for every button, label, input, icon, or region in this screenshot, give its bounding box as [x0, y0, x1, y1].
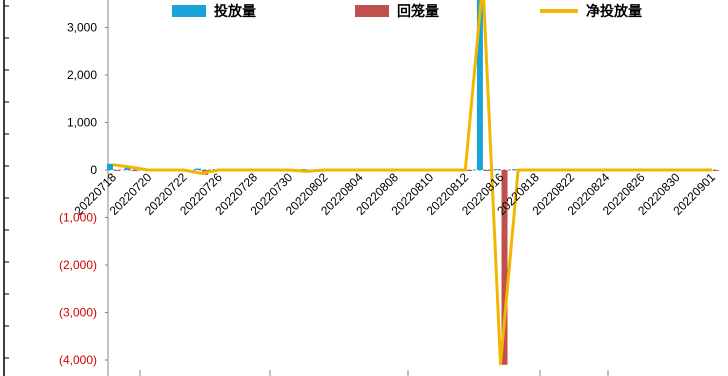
line-net — [112, 0, 712, 366]
bar-outflow — [501, 170, 508, 365]
y-tick-label: 3,000 — [67, 21, 97, 35]
y-tick-label: (2,000) — [59, 258, 97, 272]
bar-inflow — [476, 0, 483, 170]
bar-inflow — [494, 169, 501, 170]
legend-swatch — [355, 5, 389, 17]
bar-outflow — [114, 170, 120, 171]
x-axis: 2022071820220720202207222022072620220728… — [71, 170, 718, 376]
bar-outflow — [483, 170, 490, 171]
y-axis: 3,000 2,000 1,000 0 (1,000) (2,000) (3,000) (4,… — [3, 0, 109, 376]
bar-outflow — [466, 170, 473, 171]
y-tick-label: (3,000) — [59, 306, 97, 320]
y-tick-label: 1,000 — [67, 116, 97, 130]
y-tick-label: (4,000) — [59, 353, 97, 367]
y-tick-label: 2,000 — [67, 68, 97, 82]
bar-inflow — [300, 169, 307, 170]
y-tick-label: 0 — [90, 163, 97, 177]
bar-outflow — [131, 170, 138, 171]
bar-outflow — [712, 170, 719, 171]
legend-label: 回笼量 — [397, 3, 439, 19]
legend-label: 净投放量 — [586, 3, 642, 19]
legend-swatch — [172, 5, 206, 17]
bar-inflow — [512, 169, 519, 170]
legend-label: 投放量 — [214, 3, 256, 19]
plot-area — [107, 0, 719, 366]
bar-inflow — [107, 163, 113, 170]
bar-inflow — [195, 168, 202, 170]
legend: 投放量 回笼量 净投放量 — [172, 3, 642, 19]
y-tick-label: (1,000) — [59, 211, 97, 225]
